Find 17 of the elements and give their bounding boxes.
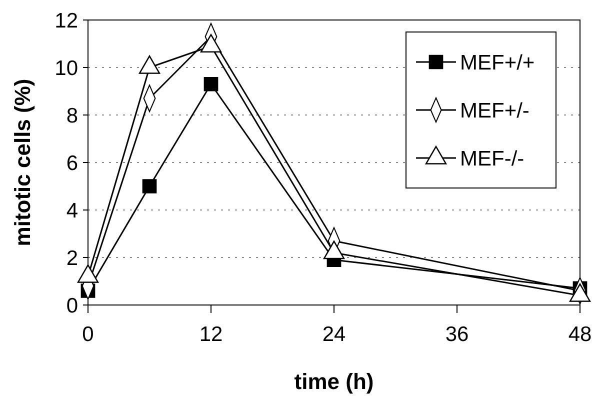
y-tick-label: 8	[66, 104, 78, 128]
y-axis-title: mitotic cells (%)	[10, 78, 35, 246]
y-tick-label: 0	[66, 294, 78, 318]
y-tick-label: 2	[66, 246, 78, 270]
y-tick-label: 6	[66, 152, 78, 175]
y-tick-label: 4	[66, 199, 78, 222]
x-tick-label: 24	[322, 323, 346, 346]
y-tick-label: 10	[54, 56, 78, 80]
x-tick-label: 48	[568, 323, 592, 346]
legend-label: MEF+/+	[460, 51, 535, 74]
x-tick-label: 12	[199, 323, 223, 346]
x-axis-title: time (h)	[294, 369, 374, 394]
legend-label: MEF+/-	[460, 99, 530, 122]
x-tick-label: 0	[82, 323, 94, 346]
y-tick-label: 12	[54, 9, 78, 32]
x-tick-label: 36	[445, 323, 469, 346]
legend-label: MEF-/-	[460, 147, 524, 170]
